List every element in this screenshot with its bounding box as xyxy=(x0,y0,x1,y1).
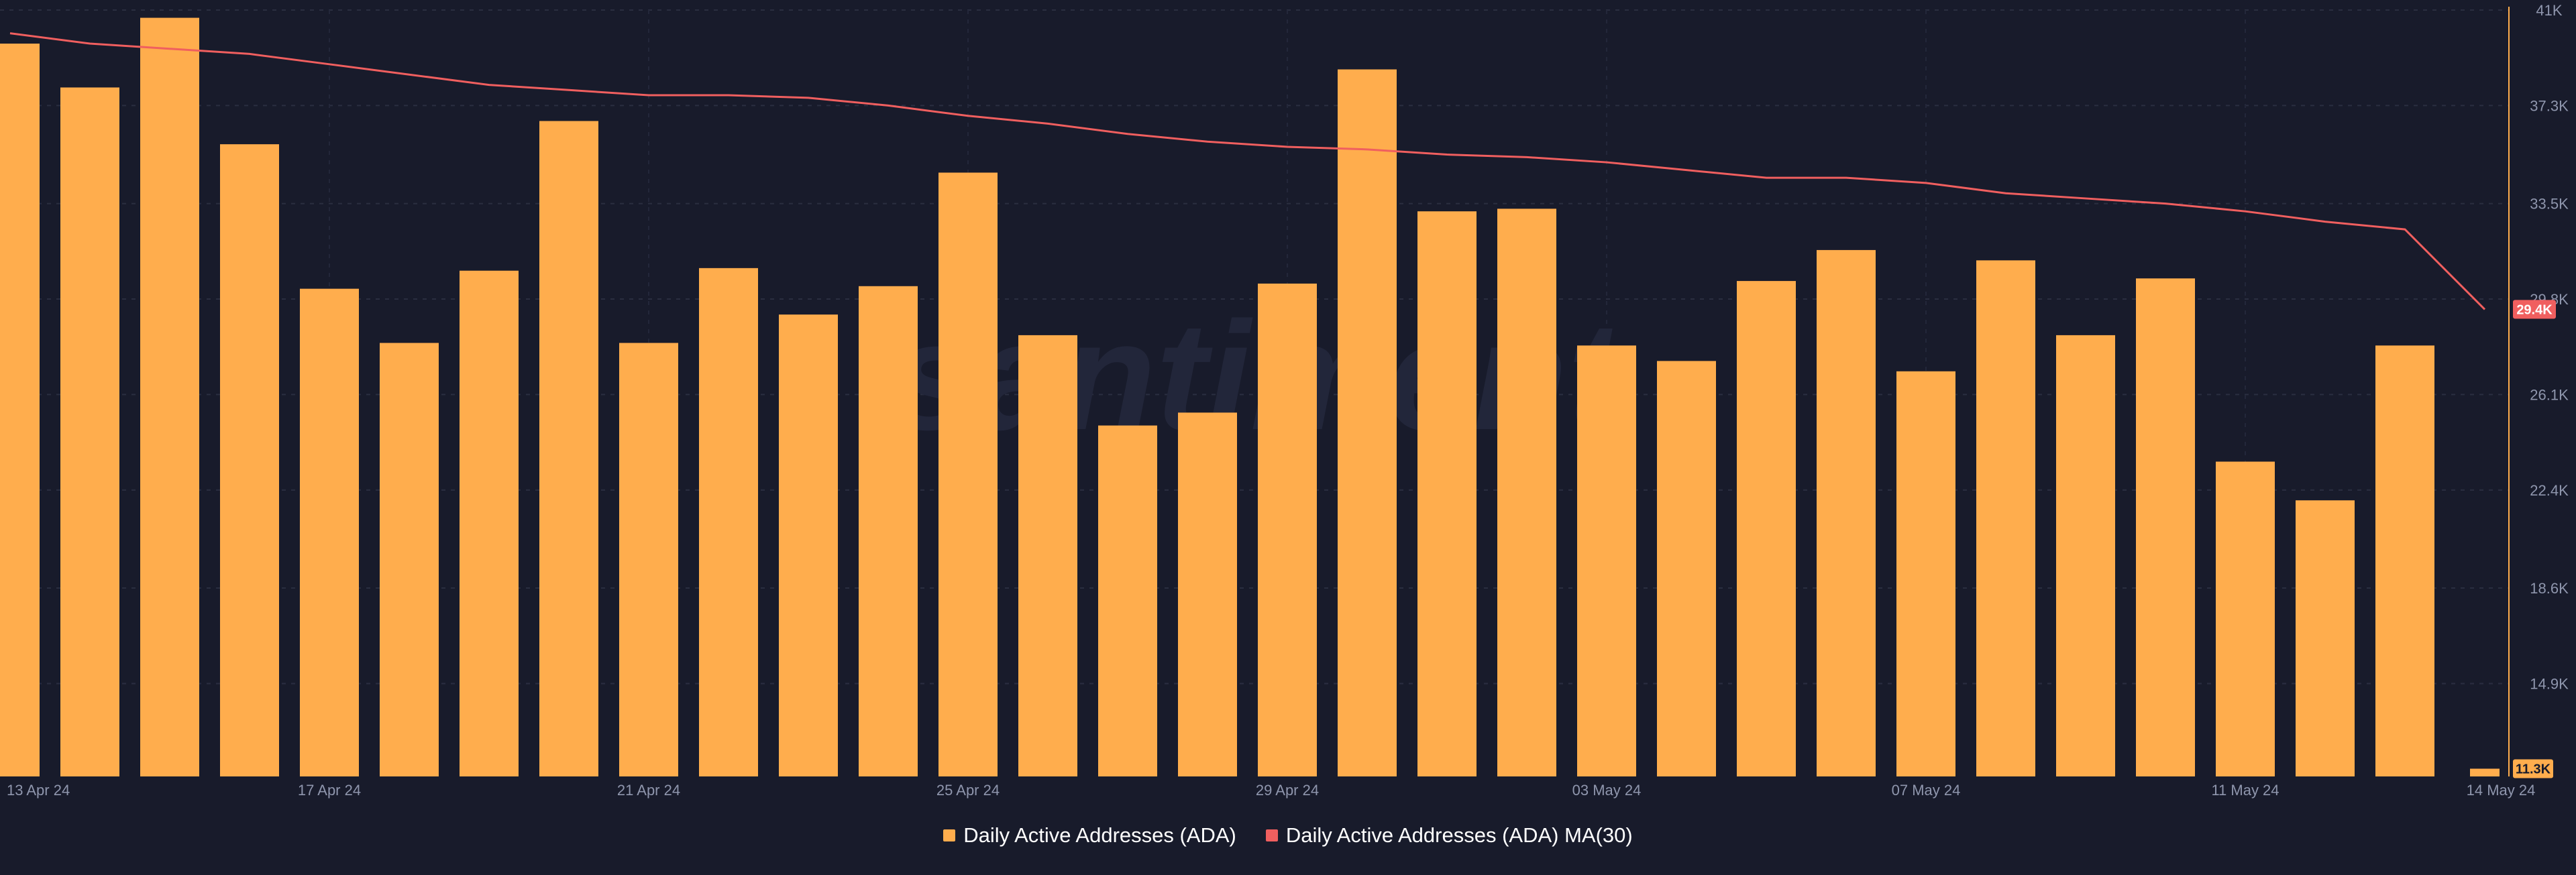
bar-10 xyxy=(779,314,838,776)
y-tick-label-6: 33.5K xyxy=(2530,196,2569,213)
bar-14 xyxy=(1098,425,1157,776)
legend-swatch-line xyxy=(1265,829,1278,841)
bar-27 xyxy=(2136,278,2195,776)
x-tick-label-5: 03 May 24 xyxy=(1572,782,1642,799)
legend-item-daily-active-addresses[interactable]: Daily Active Addresses (ADA) xyxy=(943,823,1236,848)
bar-value-badge xyxy=(2513,759,2553,778)
legend-swatch-bar xyxy=(943,829,956,841)
x-tick-label-8: 14 May 24 xyxy=(2467,782,2536,799)
x-tick-label-1: 17 Apr 24 xyxy=(298,782,361,799)
bar-5 xyxy=(380,343,439,776)
y-tick-label-7: 37.3K xyxy=(2530,97,2569,114)
ma30-line xyxy=(9,32,2486,310)
y-tick-label-2: 18.6K xyxy=(2530,580,2569,597)
bar-29 xyxy=(2296,500,2355,776)
bar-23 xyxy=(1817,249,1876,777)
bar-17 xyxy=(1338,69,1397,777)
y-tick-label-3: 22.4K xyxy=(2530,482,2569,499)
bar-20 xyxy=(1577,345,1636,776)
x-tick-label-3: 25 Apr 24 xyxy=(936,782,1000,799)
bar-31 xyxy=(2470,768,2500,776)
legend: Daily Active Addresses (ADA) Daily Activ… xyxy=(0,823,2576,848)
legend-label-bar: Daily Active Addresses (ADA) xyxy=(963,823,1236,847)
y-tick-label-1: 14.9K xyxy=(2530,675,2569,692)
bar-1 xyxy=(60,87,119,776)
x-tick-label-7: 11 May 24 xyxy=(2211,782,2279,799)
bar-3 xyxy=(220,144,279,776)
bar-18 xyxy=(1417,211,1477,776)
bar-25 xyxy=(1976,260,2035,776)
legend-label-line: Daily Active Addresses (ADA) MA(30) xyxy=(1285,823,1633,847)
bar-19 xyxy=(1497,209,1556,776)
bar-30 xyxy=(2375,345,2434,776)
bar-6 xyxy=(460,270,519,776)
line-value-badge-label: 29.4K xyxy=(2516,302,2553,317)
y-tick-label-4: 26.1K xyxy=(2530,386,2569,403)
bar-16 xyxy=(1258,283,1317,776)
bar-15 xyxy=(1178,412,1237,776)
bar-9 xyxy=(699,268,758,776)
line-value-badge xyxy=(2513,300,2556,319)
bar-0 xyxy=(0,44,40,777)
x-tick-label-2: 21 Apr 24 xyxy=(617,782,680,799)
bar-8 xyxy=(619,343,678,776)
x-tick-label-6: 07 May 24 xyxy=(1892,782,1961,799)
bar-12 xyxy=(938,172,998,776)
bar-24 xyxy=(1896,371,1955,776)
bar-4 xyxy=(300,288,359,776)
x-tick-label-0: 13 Apr 24 xyxy=(7,782,70,799)
bar-28 xyxy=(2216,461,2275,776)
x-tick-label-4: 29 Apr 24 xyxy=(1256,782,1319,799)
bar-21 xyxy=(1657,361,1716,776)
legend-item-ma30[interactable]: Daily Active Addresses (ADA) MA(30) xyxy=(1265,823,1633,848)
y-tick-label-8: 41K xyxy=(2536,2,2562,19)
bar-7 xyxy=(539,121,598,776)
bar-13 xyxy=(1018,335,1077,777)
bar-value-badge-label: 11.3K xyxy=(2516,762,2551,776)
bar-2 xyxy=(140,17,199,777)
bar-26 xyxy=(2056,335,2115,777)
bar-22 xyxy=(1737,281,1796,776)
bar-11 xyxy=(859,286,918,777)
